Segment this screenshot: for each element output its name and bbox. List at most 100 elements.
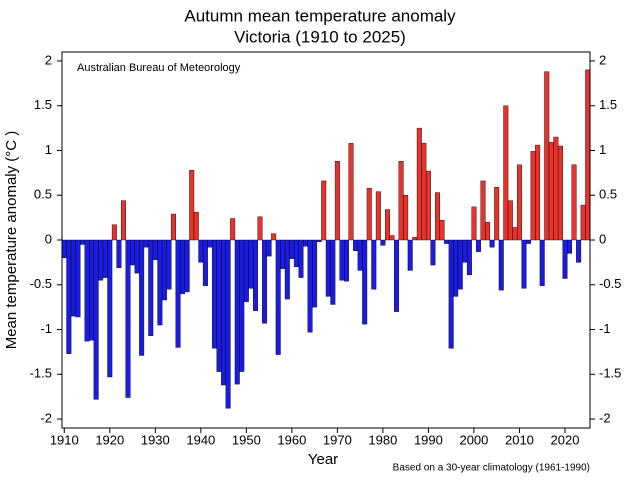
bar (75, 239, 81, 318)
bar (466, 239, 472, 276)
bar (152, 239, 158, 260)
bar (403, 195, 409, 241)
y-tick-label-right: 0 (599, 231, 606, 246)
bar (284, 239, 290, 300)
x-tick-label: 2010 (505, 432, 534, 447)
bar (512, 227, 518, 241)
bar (298, 239, 304, 278)
bar (280, 239, 286, 269)
bar (111, 224, 117, 241)
y-tick-label-right: 1.5 (599, 97, 617, 112)
bar (571, 164, 577, 241)
y-axis-label: Mean temperature anomaly (°C ) (3, 131, 20, 350)
bar (539, 239, 545, 286)
bar (275, 239, 281, 355)
bar (198, 239, 204, 263)
bar (557, 145, 563, 241)
bar (125, 239, 131, 398)
bar (93, 239, 99, 400)
y-tick-label: 2 (45, 52, 52, 67)
bar (257, 216, 263, 241)
bar (312, 239, 318, 308)
bar (444, 239, 450, 244)
plot-frame (61, 51, 591, 429)
bar (212, 239, 217, 349)
x-tick-label: 2000 (459, 432, 488, 447)
x-tick-label: 1970 (323, 432, 352, 447)
bar (471, 206, 477, 241)
bar (498, 239, 504, 291)
bar (353, 239, 359, 251)
bar (161, 239, 167, 301)
bar (412, 237, 418, 241)
bar (175, 239, 181, 348)
bar (535, 144, 541, 241)
y-tick-label-right: 0.5 (599, 187, 617, 202)
y-tick-label: -1 (40, 321, 52, 336)
chart-title: Autumn mean temperature anomaly (184, 6, 456, 25)
bar (252, 239, 258, 311)
y-tick-label-right: -1.5 (599, 366, 621, 381)
bar (243, 239, 249, 302)
bar (70, 239, 76, 317)
bar (216, 239, 222, 372)
bar (139, 239, 145, 356)
y-tick-label-right: -0.5 (599, 276, 621, 291)
bar (366, 187, 372, 241)
bar (580, 204, 586, 241)
bar (98, 239, 104, 281)
bar (339, 239, 345, 281)
bar (102, 239, 108, 278)
bar (293, 239, 299, 268)
bar (66, 239, 72, 354)
x-tick-label: 1960 (277, 432, 306, 447)
y-tick-label-right: -1 (599, 321, 611, 336)
bar (371, 239, 377, 290)
bar (507, 200, 513, 241)
bar (453, 239, 459, 297)
bar (503, 105, 509, 241)
bar (262, 239, 268, 324)
bar (225, 239, 231, 409)
bar (130, 239, 136, 266)
y-tick-label: -2 (40, 410, 52, 425)
bar (357, 239, 363, 271)
bar (330, 239, 336, 305)
bar (171, 213, 176, 241)
bar (148, 239, 154, 336)
annotation: Australian Bureau of Meteorology (77, 62, 241, 74)
bar (230, 218, 236, 241)
bar (180, 239, 186, 294)
chart-title: Victoria (1910 to 2025) (234, 27, 406, 46)
bar (316, 239, 322, 242)
bar (303, 239, 308, 247)
bar (544, 71, 550, 241)
bar (421, 143, 427, 241)
bar (80, 239, 85, 245)
bar (553, 136, 559, 241)
y-tick-label-right: 1 (599, 142, 606, 157)
bar (157, 239, 163, 326)
bar (394, 239, 400, 312)
bar (384, 209, 390, 241)
bar (234, 239, 240, 385)
bar (407, 239, 413, 271)
bar (430, 239, 436, 266)
bar (576, 239, 582, 263)
bar (480, 180, 486, 241)
bar (84, 239, 90, 342)
x-tick-label: 2020 (551, 432, 580, 447)
bar (239, 239, 245, 372)
y-tick-label-right: 2 (599, 52, 606, 67)
x-tick-label: 1980 (368, 432, 397, 447)
bar (530, 151, 536, 241)
bar (562, 239, 568, 279)
x-tick-label: 1930 (141, 432, 170, 447)
bar (389, 235, 395, 241)
bar (325, 239, 331, 297)
bar (494, 186, 500, 241)
bar (189, 169, 195, 241)
bar (425, 170, 431, 241)
bar (207, 239, 213, 248)
